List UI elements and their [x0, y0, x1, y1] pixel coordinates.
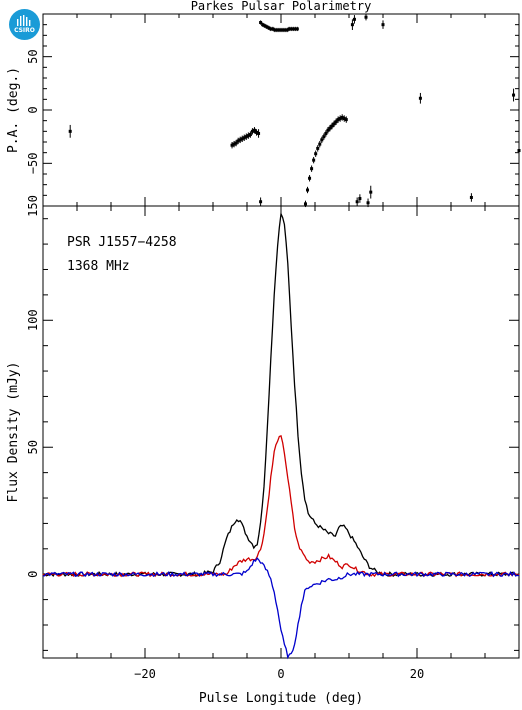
pa-point [287, 27, 291, 31]
pa-point [252, 128, 256, 132]
pa-point [306, 188, 310, 192]
pa-point [232, 142, 236, 146]
pa-point [273, 28, 277, 32]
pa-point [512, 93, 516, 97]
pa-point [246, 134, 250, 138]
pa-point [326, 128, 330, 132]
pa-point [230, 143, 234, 147]
pa-point [277, 28, 281, 32]
pa-point [248, 133, 252, 137]
pa-point [255, 130, 259, 134]
pa-point [364, 15, 368, 19]
pa-point [418, 96, 422, 100]
profile-xtick-label: 0 [277, 667, 284, 681]
pa-point [261, 23, 265, 27]
pa-point [283, 28, 287, 32]
linear-polarization-line [42, 435, 520, 578]
pa-point [324, 131, 328, 135]
logo-text: CSIRO [14, 27, 35, 34]
pa-point [340, 115, 344, 119]
pa-point [310, 167, 314, 171]
pa-point [259, 21, 263, 25]
pa-point [238, 138, 242, 142]
pa-point [68, 129, 72, 133]
pa-point [328, 126, 332, 130]
pa-point [244, 135, 248, 139]
pa-point [316, 146, 320, 150]
pa-point [318, 142, 322, 146]
pa-point [366, 201, 370, 205]
pa-panel-frame [42, 13, 520, 207]
pa-point [263, 24, 267, 28]
pa-point [267, 26, 271, 30]
pa-point [240, 137, 244, 141]
pa-point [312, 158, 316, 162]
pa-point [308, 176, 312, 180]
pa-point [336, 118, 340, 122]
pa-ytick-label: 0 [26, 106, 40, 113]
pa-point [303, 202, 307, 206]
pa-point [358, 197, 362, 201]
pa-point [330, 124, 334, 128]
pa-point [269, 27, 273, 31]
pa-point [338, 117, 342, 121]
profile-ytick-label: 100 [26, 309, 40, 331]
pa-point [236, 139, 240, 143]
pa-point [234, 141, 238, 145]
pa-ytick-label: 150 [26, 195, 40, 217]
profile-xtick-label: −20 [134, 667, 156, 681]
longitude-axis-label: Pulse Longitude (deg) [199, 691, 363, 706]
pa-point [334, 120, 338, 124]
pa-point [265, 25, 269, 29]
pa-ytick-label: 50 [26, 49, 40, 63]
pa-ytick-label: −50 [26, 152, 40, 174]
csiro-logo: CSIRO [9, 9, 40, 40]
pa-point [469, 195, 473, 199]
pa-point [350, 23, 354, 27]
pa-point [332, 122, 336, 126]
pa-point [293, 27, 297, 31]
pa-point [320, 138, 324, 142]
pa-point [242, 136, 246, 140]
pa-point [344, 118, 348, 122]
pa-point [369, 190, 373, 194]
pa-point [295, 27, 299, 31]
pa-point [250, 129, 254, 133]
pa-point [289, 27, 293, 31]
pa-point [279, 28, 283, 32]
pa-point [322, 135, 326, 139]
chart-title: Parkes Pulsar Polarimetry [191, 0, 372, 13]
pa-point [281, 28, 285, 32]
pa-point [259, 200, 263, 204]
profile-xtick-label: 20 [410, 667, 424, 681]
pa-point [275, 28, 279, 32]
circular-polarization-line [42, 556, 520, 660]
profile-ytick-label: 50 [26, 440, 40, 454]
pa-point [291, 27, 295, 31]
flux-axis-label: Flux Density (mJy) [6, 362, 21, 503]
pa-point [271, 27, 275, 31]
pa-point [314, 152, 318, 156]
pa-axis-label: P.A. (deg.) [6, 67, 21, 153]
pa-point [517, 149, 521, 153]
pa-point [257, 131, 261, 135]
pa-point [355, 200, 359, 204]
pa-point [342, 117, 346, 121]
profile-ytick-label: 0 [26, 571, 40, 578]
pulsar-name-label: PSR J1557−4258 [67, 235, 177, 250]
logo-bars-icon [17, 15, 31, 26]
pa-point [381, 23, 385, 27]
pa-point [352, 17, 356, 21]
pa-point [285, 28, 289, 32]
frequency-label: 1368 MHz [67, 259, 130, 274]
